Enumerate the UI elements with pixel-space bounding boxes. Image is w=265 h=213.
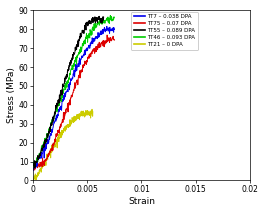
X-axis label: Strain: Strain (128, 197, 155, 206)
Legend: TT7 – 0.038 DPA, TT75 – 0.07 DPA, TT55 – 0.089 DPA, TT46 – 0.093 DPA, TT21 – 0 D: TT7 – 0.038 DPA, TT75 – 0.07 DPA, TT55 –… (131, 12, 198, 50)
Y-axis label: Stress (MPa): Stress (MPa) (7, 68, 16, 123)
